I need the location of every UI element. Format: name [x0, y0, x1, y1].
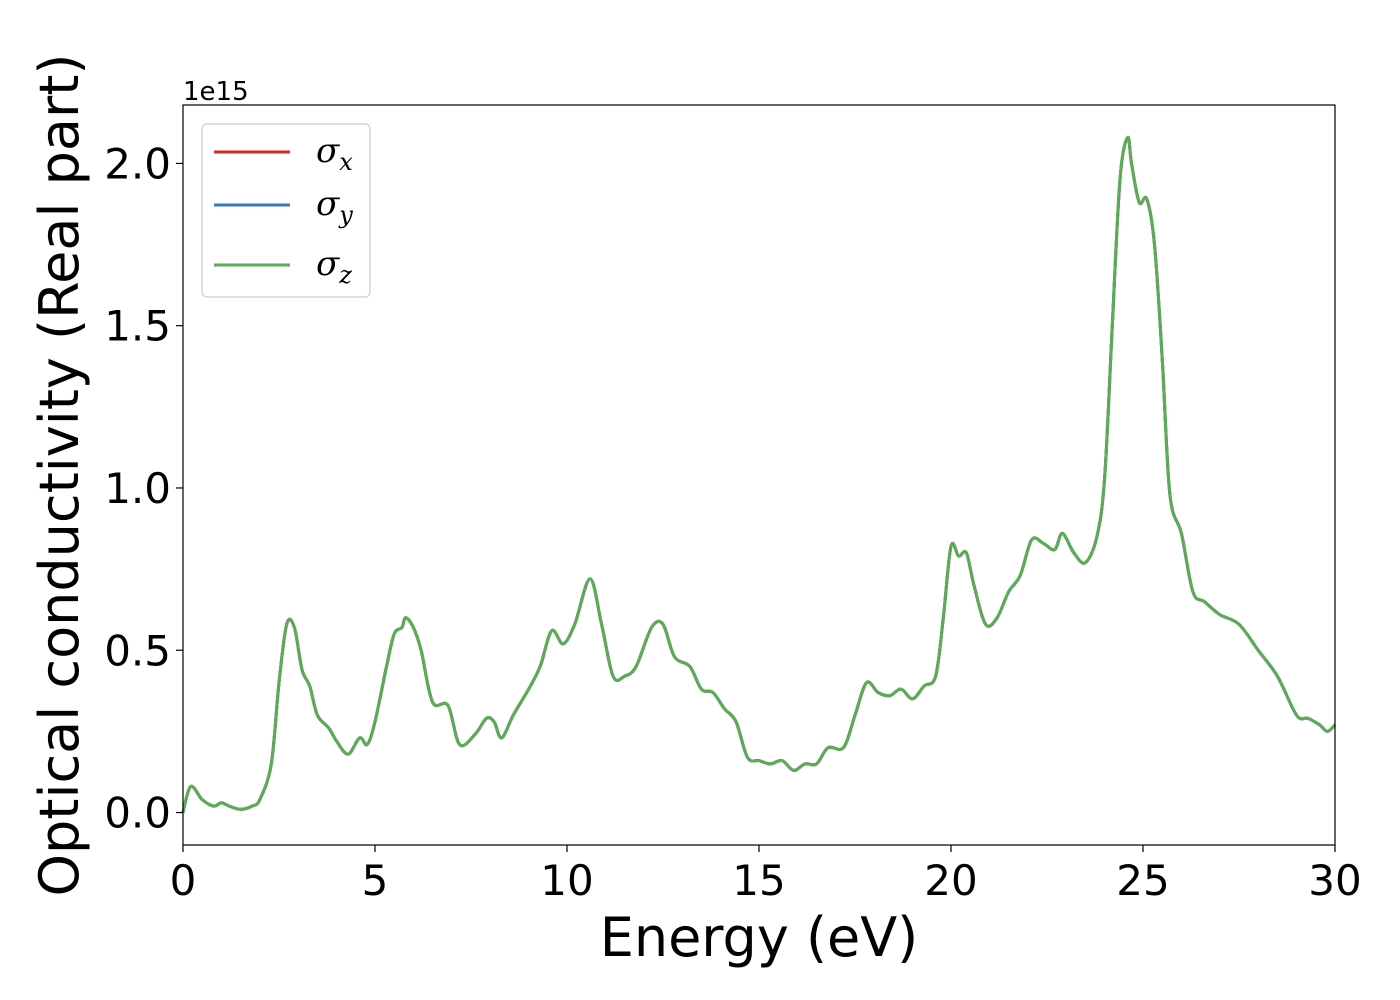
- series-line-sigma-z: [181, 135, 1337, 813]
- legend-label-sigma-y: σy: [316, 184, 353, 229]
- y-tick-label: 1.5: [104, 302, 171, 351]
- x-tick-label: 25: [1116, 856, 1169, 905]
- y-tick-label: 2.0: [104, 139, 171, 188]
- y-offset-label: 1e15: [183, 77, 249, 107]
- series-layer: [181, 135, 1337, 813]
- x-tick-label: 10: [540, 856, 593, 905]
- x-tick-label: 30: [1308, 856, 1361, 905]
- legend-box: [201, 123, 371, 298]
- x-tick-label: 5: [362, 856, 389, 905]
- y-axis-title: Optical conductivity (Real part): [28, 54, 91, 897]
- y-tick-label: 0.0: [104, 789, 171, 838]
- legend-label-sigma-x: σx: [316, 131, 353, 176]
- legend-label-sigma-z: σz: [316, 244, 352, 289]
- y-tick-label: 0.5: [104, 626, 171, 675]
- y-tick-label: 1.0: [104, 464, 171, 513]
- legend-entries: σx σy σz: [214, 131, 353, 289]
- x-tick-label: 15: [732, 856, 785, 905]
- legend: σx σy σz: [201, 123, 371, 298]
- x-axis-title: Energy (eV): [600, 906, 919, 969]
- x-tick-label: 0: [170, 856, 197, 905]
- x-axis-ticks: 0 5 10 15 20 25 30: [170, 845, 1362, 905]
- y-axis-ticks: 0.0 0.5 1.0 1.5 2.0: [104, 139, 183, 838]
- x-tick-label: 20: [924, 856, 977, 905]
